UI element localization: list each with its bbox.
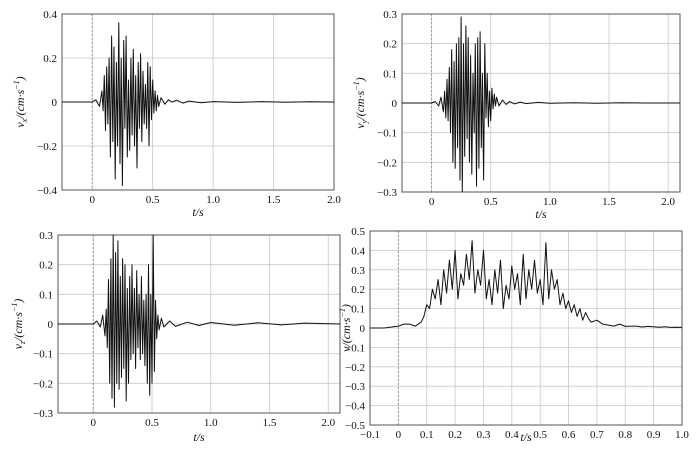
x-tick-label: 0.7 — [590, 429, 604, 441]
x-tick-label: 0.1 — [420, 429, 434, 441]
x-axis-title: t/s — [520, 430, 532, 444]
x-tick-label: 2.0 — [661, 196, 675, 208]
y-tick-label: 0.3 — [383, 9, 397, 21]
chart-panel-vx: 0 0.5 1.0 1.5 2.0 −0.4 −0.2 0 0.2 0.4 t/s vx/(cm·… — [12, 9, 341, 219]
plot-layer: 0 0.5 1.0 1.5 2.0 −0.3 −0.2 −0.1 0 0.1 0.2 0.3 — [33, 230, 341, 429]
y-tick-label: 0.4 — [351, 245, 365, 257]
x-tick-label: 0 — [429, 196, 435, 208]
y-tick-label: 0.5 — [351, 226, 365, 238]
x-tick-label: 0.9 — [647, 429, 661, 441]
x-axis-title: t/s — [192, 205, 204, 219]
y-tick-label: −0.5 — [345, 420, 365, 432]
y-tick-label: −0.2 — [345, 362, 365, 374]
x-tick-label: 0.2 — [448, 429, 462, 441]
y-tick-label: 0.1 — [39, 289, 53, 301]
x-tick-label: 1.5 — [267, 194, 281, 206]
x-tick-label: 1.0 — [675, 429, 689, 441]
y-axis-title: v/(cm·s−1) — [338, 304, 353, 352]
x-tick-label: 0 — [91, 417, 97, 429]
y-tick-label: −0.4 — [37, 185, 57, 197]
y-tick-label: 0 — [392, 98, 398, 110]
x-axis-title: t/s — [535, 207, 547, 221]
y-tick-label: 0.2 — [39, 260, 53, 272]
x-tick-label: 0.5 — [484, 196, 498, 208]
y-tick-label: 0.4 — [43, 9, 57, 21]
chart-panel-vz: 0 0.5 1.0 1.5 2.0−0.3−0.2−0.100.10.20.3 t/s … — [10, 230, 341, 444]
y-tick-label: −0.2 — [377, 157, 397, 169]
chart-panel-v: −0.1 0 0.1 0.2 0.3 0.4 0.5 0.6 0.7 0.8 0.9 1.0−0.5−… — [338, 226, 689, 444]
x-tick-label: 1.0 — [206, 194, 220, 206]
x-tick-label: 2.0 — [321, 417, 335, 429]
y-tick-label: −0.1 — [345, 342, 365, 354]
y-tick-label: −0.1 — [33, 349, 53, 361]
x-tick-label: 0.5 — [533, 429, 547, 441]
y-tick-label: 0.3 — [351, 265, 365, 277]
y-tick-label: 0.3 — [39, 230, 53, 242]
chart-panel-vy: 0 0.5 1.0 1.5 2.0−0.3−0.2−0.100.10.20.3 t/s … — [352, 9, 681, 221]
x-tick-label: 0 — [396, 429, 402, 441]
y-tick-label: 0.2 — [43, 53, 57, 65]
series-line — [58, 234, 341, 408]
x-tick-label: 0.3 — [477, 429, 491, 441]
y-tick-label: 0.1 — [383, 68, 397, 80]
plot-layer: 0 0.5 1.0 1.5 2.0 −0.3 −0.2 −0.1 0 0.1 0.2 0.3 — [377, 9, 681, 208]
x-tick-label: 1.0 — [543, 196, 557, 208]
y-axis-title: vz/(cm·s−1) — [10, 299, 27, 350]
y-tick-label: −0.2 — [33, 378, 53, 390]
plot-layer: −0.1 0 0.1 0.2 0.3 0.4 0.5 0.6 0.7 0.8 0.9 1.0−0.5−… — [345, 226, 689, 441]
x-tick-label: 0.6 — [562, 429, 576, 441]
y-tick-label: −0.1 — [377, 128, 397, 140]
plot-layer: 0 0.5 1.0 1.5 2.0 −0.4 −0.2 0 0.2 0.4 — [37, 9, 341, 206]
y-tick-label: 0 — [48, 319, 54, 331]
y-tick-label: 0.2 — [351, 284, 365, 296]
y-tick-label: −0.3 — [377, 187, 397, 199]
series-line — [402, 16, 680, 193]
y-tick-label: 0.1 — [351, 304, 365, 316]
x-axis-title: t/s — [193, 430, 205, 444]
y-tick-label: −0.3 — [345, 381, 365, 393]
y-axis-title: vx/(cm·s−1) — [12, 76, 29, 127]
y-axis-title: vy/(cm·s−1) — [352, 77, 369, 128]
x-tick-label: 0.5 — [145, 417, 159, 429]
series-line — [370, 240, 683, 329]
y-tick-label: −0.4 — [345, 401, 365, 413]
series-line — [62, 22, 335, 187]
x-tick-label: −0.1 — [360, 429, 380, 441]
y-tick-label: 0 — [360, 323, 366, 335]
y-tick-label: 0.2 — [383, 39, 397, 51]
x-tick-label: 0 — [89, 194, 95, 206]
x-tick-label: 0.8 — [618, 429, 632, 441]
x-tick-label: 1.5 — [602, 196, 616, 208]
y-tick-label: 0 — [52, 97, 58, 109]
x-tick-label: 0.4 — [505, 429, 519, 441]
x-tick-label: 1.5 — [263, 417, 277, 429]
y-tick-label: −0.2 — [37, 141, 57, 153]
x-tick-label: 0.5 — [146, 194, 160, 206]
x-tick-label: 1.0 — [204, 417, 218, 429]
x-tick-label: 2.0 — [327, 194, 341, 206]
y-tick-label: −0.3 — [33, 408, 53, 420]
